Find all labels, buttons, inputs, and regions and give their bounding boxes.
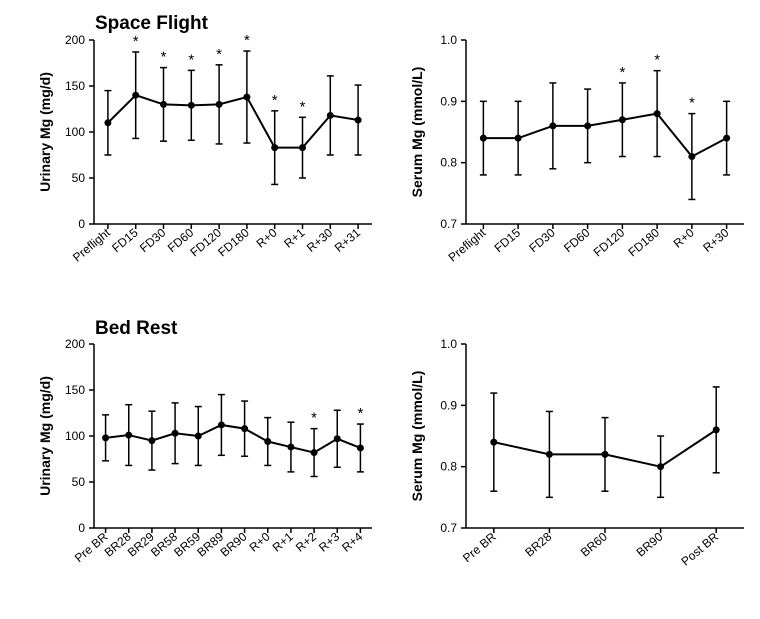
svg-text:BR28: BR28 (522, 529, 554, 559)
svg-text:BR90: BR90 (634, 529, 666, 559)
svg-text:50: 50 (72, 171, 86, 185)
svg-text:50: 50 (72, 475, 86, 489)
svg-text:*: * (357, 405, 363, 422)
svg-text:BR60: BR60 (578, 529, 610, 559)
svg-text:R+31: R+31 (332, 225, 363, 255)
svg-text:FD15: FD15 (109, 225, 141, 255)
panel-br-serum: 0.7 0.8 0.9 1.0 Serum Mg (mmol/L) Pre BR BR28 B… (398, 332, 754, 612)
svg-text:*: * (300, 98, 306, 115)
panel-sf-urinary: 050100150200Urinary Mg (mg/d)PreflightFD… (24, 28, 380, 308)
svg-text:Post BR: Post BR (678, 529, 721, 568)
svg-text:Preflight: Preflight (70, 225, 113, 264)
svg-text:*: * (311, 410, 317, 427)
svg-text:*: * (188, 51, 194, 68)
svg-text:0.9: 0.9 (440, 398, 457, 412)
svg-text:0.9: 0.9 (440, 94, 457, 108)
panel-br-urinary: 050100150200Urinary Mg (mg/d)Pre BRBR28B… (24, 332, 380, 612)
svg-text:Preflight: Preflight (446, 225, 489, 264)
svg-text:FD180: FD180 (625, 225, 662, 259)
svg-text:0: 0 (78, 217, 85, 231)
svg-text:0.7: 0.7 (440, 217, 457, 231)
svg-text:200: 200 (65, 33, 85, 47)
svg-text:100: 100 (65, 429, 85, 443)
svg-text:*: * (216, 46, 222, 63)
svg-text:Urinary Mg (mg/d): Urinary Mg (mg/d) (37, 72, 53, 192)
svg-text:*: * (161, 49, 167, 66)
svg-text:R+1: R+1 (281, 225, 307, 250)
svg-text:R+30: R+30 (700, 225, 731, 255)
svg-text:R+3: R+3 (316, 529, 342, 554)
svg-text:0.8: 0.8 (440, 156, 457, 170)
svg-text:FD30: FD30 (137, 225, 169, 255)
svg-text:1.0: 1.0 (440, 33, 457, 47)
panel-sf-serum: 0.70.80.91.0Serum Mg (mmol/L)PreflightFD… (398, 28, 754, 308)
svg-text:R+4: R+4 (339, 529, 365, 554)
svg-text:R+1: R+1 (270, 529, 296, 554)
svg-text:*: * (244, 32, 250, 49)
svg-text:FD60: FD60 (561, 225, 593, 255)
svg-text:R+30: R+30 (304, 225, 335, 255)
svg-text:R+2: R+2 (293, 529, 319, 554)
svg-text:FD15: FD15 (492, 225, 524, 255)
svg-text:100: 100 (65, 125, 85, 139)
svg-text:Serum Mg (mmol/L): Serum Mg (mmol/L) (409, 371, 425, 502)
svg-text:R+0: R+0 (254, 225, 280, 250)
svg-text:*: * (654, 52, 660, 69)
svg-text:150: 150 (65, 79, 85, 93)
svg-text:FD180: FD180 (215, 225, 252, 259)
svg-text:*: * (272, 92, 278, 109)
svg-text:FD30: FD30 (526, 225, 558, 255)
svg-text:0.8: 0.8 (440, 460, 457, 474)
figure-root: Space Flight Bed Rest 050100150200Urinar… (0, 0, 760, 619)
svg-text:Urinary Mg (mg/d): Urinary Mg (mg/d) (37, 376, 53, 496)
svg-text:R+0: R+0 (671, 225, 697, 250)
svg-text:Serum Mg (mmol/L): Serum Mg (mmol/L) (409, 67, 425, 198)
svg-text:0.7: 0.7 (440, 521, 457, 535)
svg-text:Pre BR: Pre BR (460, 529, 499, 565)
svg-text:R+0: R+0 (247, 529, 273, 554)
svg-text:FD120: FD120 (591, 225, 628, 259)
svg-text:*: * (619, 64, 625, 81)
svg-text:0: 0 (78, 521, 85, 535)
svg-text:150: 150 (65, 383, 85, 397)
svg-text:200: 200 (65, 337, 85, 351)
svg-text:1.0: 1.0 (440, 337, 457, 351)
svg-text:*: * (689, 95, 695, 112)
svg-text:*: * (133, 33, 139, 50)
svg-text:BR90: BR90 (218, 529, 250, 559)
